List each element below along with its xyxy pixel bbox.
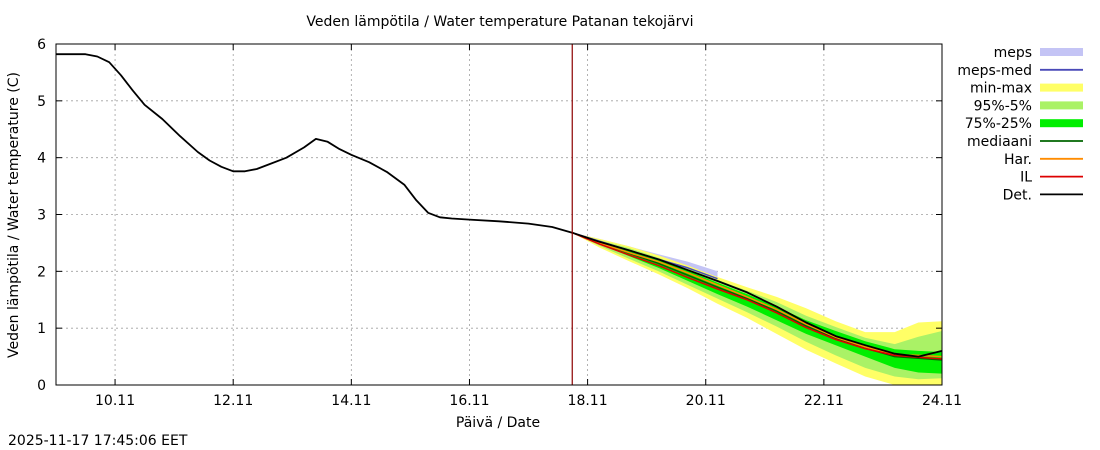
- x-axis-label: Päivä / Date: [456, 415, 540, 431]
- y-tick-label: 4: [37, 151, 46, 167]
- y-tick-label: 2: [37, 264, 46, 280]
- line-observed: [56, 53, 573, 234]
- legend-label-median: mediaani: [967, 134, 1032, 150]
- legend-swatch-p95_5: [1040, 101, 1083, 110]
- legend-label-det: Det.: [1003, 187, 1032, 203]
- y-tick-label: 0: [37, 378, 46, 394]
- y-tick-label: 1: [37, 321, 46, 337]
- x-tick-label: 12.11: [213, 393, 253, 409]
- line-il: [571, 232, 943, 360]
- y-tick-label: 5: [37, 94, 46, 110]
- timestamp: 2025-11-17 17:45:06 EET: [8, 433, 188, 449]
- legend-label-meps: meps: [994, 45, 1032, 61]
- line-det: [571, 231, 943, 358]
- legend-label-har: Har.: [1004, 152, 1032, 168]
- x-tick-label: 24.11: [922, 393, 962, 409]
- chart-title: Veden lämpötila / Water temperature Pata…: [306, 14, 693, 30]
- legend-swatch-min_max: [1040, 83, 1083, 92]
- x-tick-label: 10.11: [95, 393, 135, 409]
- y-axis-label: Veden lämpötila / Water temperature (C): [6, 72, 22, 358]
- legend-label-il: IL: [1020, 170, 1032, 186]
- legend-label-meps_med: meps-med: [957, 63, 1032, 79]
- x-tick-label: 22.11: [804, 393, 844, 409]
- x-tick-label: 16.11: [449, 393, 489, 409]
- x-tick-label: 20.11: [686, 393, 726, 409]
- legend-label-min_max: min-max: [970, 81, 1032, 97]
- legend-swatch-meps: [1040, 48, 1083, 56]
- x-tick-label: 18.11: [568, 393, 608, 409]
- y-tick-label: 3: [37, 208, 46, 224]
- legend-label-p95_5: 95%-5%: [974, 98, 1032, 114]
- legend-label-p75_25: 75%-25%: [965, 116, 1032, 132]
- plot-area: 10.11 12.11 14.11 16.11 18.11 20.11 22.11 24.11…: [37, 37, 962, 409]
- legend-swatch-p75_25: [1040, 119, 1083, 128]
- y-tick-label: 6: [37, 37, 46, 53]
- x-tick-label: 14.11: [331, 393, 371, 409]
